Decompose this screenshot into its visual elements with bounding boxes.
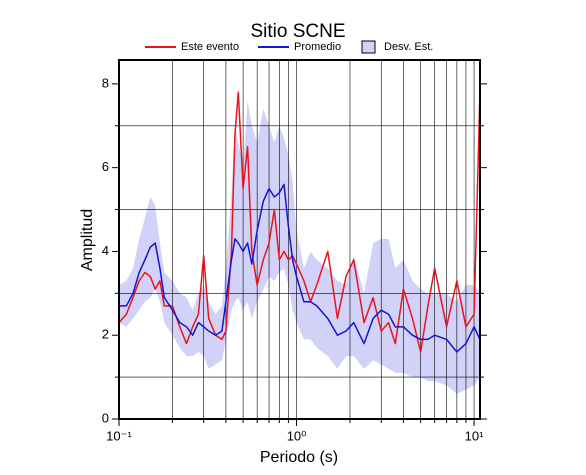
y-tick-label: 4 [102, 243, 109, 258]
legend-label: Promedio [294, 41, 341, 53]
y-tick-label: 6 [102, 159, 109, 174]
series-line [118, 91, 481, 353]
std-band [119, 100, 480, 394]
y-tick-label: 8 [102, 75, 109, 90]
x-tick-label: 10¹ [465, 428, 484, 443]
legend-label: Este evento [181, 41, 239, 53]
x-axis-label: Periodo (s) [260, 449, 338, 466]
y-axis-label: Amplitud [79, 209, 96, 271]
y-tick-label: 0 [102, 410, 109, 425]
y-tick-label: 2 [102, 327, 109, 342]
legend-label: Desv. Est. [384, 41, 433, 53]
plot-frame [118, 59, 481, 420]
x-tick-label: 10⁻¹ [106, 428, 132, 443]
series-line [119, 183, 481, 353]
legend-swatch [361, 40, 376, 54]
chart-title: Sitio SCNE [250, 21, 345, 42]
x-tick-label: 10⁰ [287, 428, 307, 443]
